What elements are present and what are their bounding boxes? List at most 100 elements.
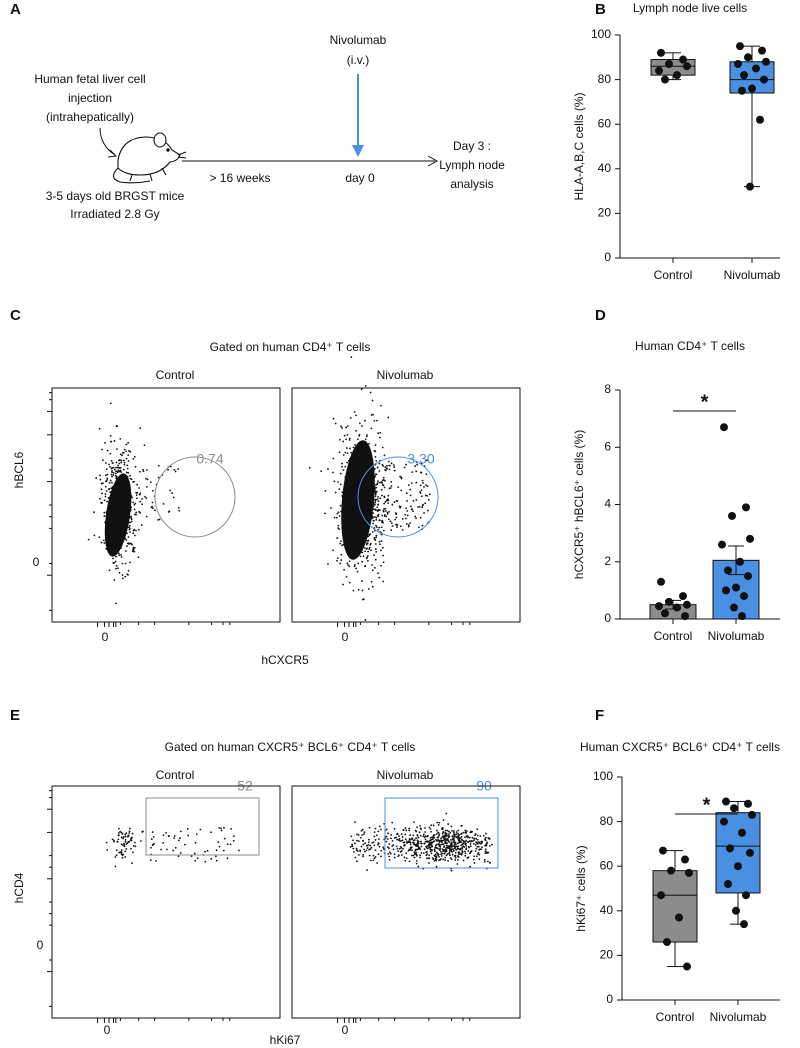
flow-event (469, 851, 472, 853)
flow-event (427, 844, 430, 847)
flow-event (364, 514, 367, 517)
flow-event (98, 497, 101, 500)
flow-event (444, 835, 447, 838)
flow-event (378, 470, 381, 472)
flow-event (121, 833, 124, 835)
flow-event (117, 466, 120, 469)
flow-event (380, 855, 382, 858)
flow-event (375, 526, 378, 529)
flow-event (405, 857, 408, 860)
flow-event (117, 834, 120, 837)
flow-title: Gated on human CXCR5⁺ BCL6⁺ CD4⁺ T cells (165, 740, 416, 754)
flow-event (128, 840, 131, 843)
flow-event (118, 554, 121, 557)
flow-event (121, 856, 124, 859)
flow-event (445, 812, 448, 815)
flow-event (435, 856, 438, 859)
flow-event (133, 508, 136, 511)
flow-y-label: hBCL6 (12, 451, 26, 488)
flow-event (215, 849, 218, 852)
flow-event (349, 495, 352, 498)
flow-event (343, 497, 346, 500)
flow-event (111, 501, 113, 504)
flow-event (400, 854, 403, 856)
significance-label: * (703, 794, 711, 816)
flow-event (93, 511, 95, 514)
flow-event (126, 532, 128, 535)
flow-event (380, 849, 383, 852)
flow-event (354, 856, 357, 859)
flow-event (336, 512, 339, 515)
flow-event (374, 455, 377, 458)
flow-event (429, 848, 432, 851)
flow-event (420, 840, 422, 843)
data-point (738, 612, 746, 621)
flow-event (186, 828, 189, 830)
flow-event (120, 533, 123, 535)
flow-event (115, 567, 117, 570)
flow-event (115, 602, 117, 605)
flow-event (125, 471, 128, 474)
panel-label: A (10, 1, 21, 18)
data-point (675, 913, 683, 922)
flow-plot (291, 785, 521, 1023)
flow-event (445, 854, 448, 857)
flow-event (124, 850, 127, 853)
flow-event (399, 505, 402, 508)
flow-event (125, 490, 128, 493)
flow-event (105, 468, 108, 471)
flow-event (336, 537, 339, 539)
data-point (724, 566, 732, 575)
flow-event (368, 826, 371, 829)
flow-event (422, 835, 425, 838)
flow-event (112, 466, 115, 469)
flow-event (350, 835, 353, 838)
flow-frame (51, 387, 281, 623)
flow-event (115, 461, 118, 464)
flow-event (117, 552, 120, 555)
schematic-text: > 16 weeks (209, 171, 270, 185)
flow-event (125, 450, 128, 453)
flow-event (187, 834, 190, 837)
flow-event (111, 475, 114, 478)
flow-event (481, 846, 483, 849)
flow-event (124, 575, 127, 578)
flow-event (122, 507, 124, 510)
flow-event (382, 509, 385, 512)
flow-event (421, 506, 424, 509)
flow-event (383, 508, 386, 510)
schematic-text: (intrahepatically) (46, 110, 134, 124)
y-tick-label: 40 (598, 161, 612, 175)
flow-event (347, 524, 350, 527)
flow-event (426, 847, 429, 850)
flow-event (103, 515, 106, 518)
flow-event (394, 518, 397, 521)
flow-event (119, 540, 121, 543)
flow-event (353, 542, 356, 544)
flow-event (387, 518, 390, 521)
flow-event (456, 855, 459, 857)
flow-event (142, 830, 144, 833)
flow-event (206, 849, 209, 852)
flow-event (485, 832, 487, 835)
flow-event (346, 461, 349, 464)
flow-event (121, 538, 123, 540)
flow-event (116, 488, 119, 491)
flow-event (362, 537, 365, 540)
flow-event (109, 501, 112, 504)
flow-event (342, 454, 345, 456)
flow-event (364, 385, 367, 387)
flow-event (442, 827, 444, 830)
flow-event (110, 494, 112, 496)
data-point (681, 612, 689, 621)
flow-event (348, 560, 351, 563)
flow-event (115, 528, 117, 531)
flow-event (121, 574, 124, 576)
flow-event (442, 850, 445, 853)
flow-event (354, 443, 356, 446)
flow-event (389, 852, 392, 855)
flow-event (486, 860, 489, 863)
flow-event (409, 847, 412, 850)
flow-event (110, 515, 113, 518)
flow-event (130, 518, 133, 520)
